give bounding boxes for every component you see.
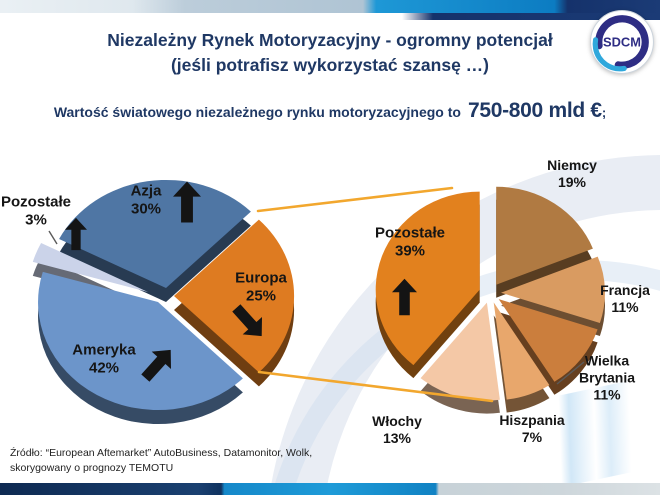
sdcm-logo: SDCM xyxy=(589,9,655,75)
source-line-2: skorygowany o prognozy TEMOTU xyxy=(10,462,174,475)
pie-slice-pozostałe xyxy=(375,191,480,366)
trend-arrow-pozostale-39-icon xyxy=(392,276,417,318)
source-note: Źródło: “European Aftemarket” AutoBusine… xyxy=(10,446,312,476)
pie-slice-hiszpania xyxy=(493,302,550,400)
title-line-2: (jeśli potrafisz wykorzystać szansę …) xyxy=(170,55,490,76)
top-border-bar xyxy=(0,0,660,13)
pie-label-wielka-brytania: Wielka Brytania 11% xyxy=(578,352,636,403)
pie-slice-francja xyxy=(501,256,606,323)
subtitle-value: 750-800 mld € xyxy=(467,99,602,122)
title-line-1: Niezależny Rynek Motoryzacyjny - ogromny… xyxy=(107,30,553,50)
pie-slice-europa xyxy=(174,219,295,373)
subtitle-suffix: ; xyxy=(601,105,607,120)
pie-label-pozostale-3: Pozostałe 3% xyxy=(0,193,72,229)
pie-label-francja: Francja 11% xyxy=(600,281,650,315)
pie-slice-azja xyxy=(59,179,251,288)
source-line-1: Źródło: “European Aftemarket” AutoBusine… xyxy=(10,447,313,459)
pie-label-niemcy: Niemcy 19% xyxy=(547,156,597,190)
pie-slice-ameryka xyxy=(38,271,243,411)
bottom-border-bar xyxy=(0,483,660,495)
pie-chart-world-market xyxy=(32,179,295,425)
pie-slice-niemcy xyxy=(496,186,593,285)
pie-slice-wielka-brytania xyxy=(498,299,598,382)
pie-label-pozostale-39: Pozostałe 39% xyxy=(374,224,446,260)
logo-text: SDCM xyxy=(603,35,641,50)
pie-label-ameryka: Ameryka 42% xyxy=(72,341,136,377)
trend-arrow-ameryka-icon xyxy=(136,341,181,387)
subtitle: Wartość światowego niezależnego rynku mo… xyxy=(0,99,660,123)
trend-arrow-europa-icon xyxy=(227,299,272,345)
trend-arrow-azja-icon xyxy=(173,181,201,223)
pie-label-azja: Azja 30% xyxy=(130,182,162,218)
subtitle-text: Wartość światowego niezależnego rynku mo… xyxy=(53,104,461,120)
top-border-accent xyxy=(402,13,660,20)
pie-label-hiszpania: Hiszpania 7% xyxy=(499,411,565,445)
logo-swirl-dark-icon xyxy=(595,15,649,69)
pie-label-wlochy: Włochy 13% xyxy=(372,412,422,446)
slide-title: Niezależny Rynek Motoryzacyjny - ogromny… xyxy=(0,28,660,79)
pie-label-europa: Europa 25% xyxy=(235,269,287,305)
logo-swirl-light-icon xyxy=(592,16,648,72)
pie-slice-pozostałe xyxy=(32,243,148,292)
trend-arrow-pozostale-icon xyxy=(65,217,87,251)
